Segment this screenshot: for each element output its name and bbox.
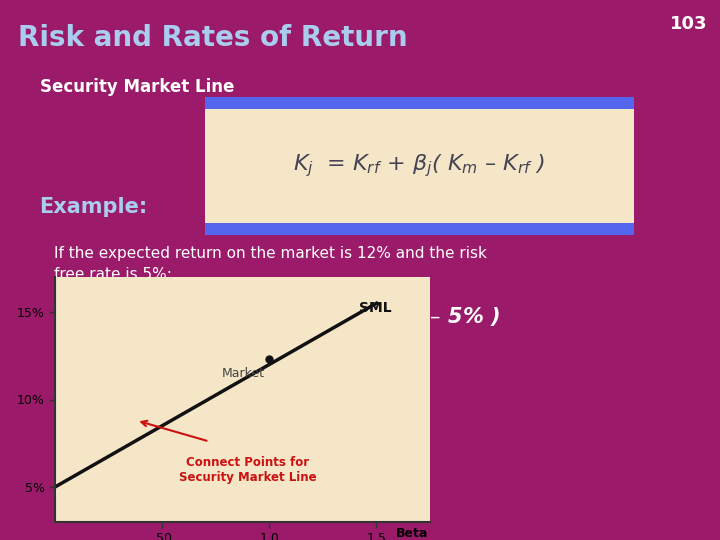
Text: $K_j$  = 5% + $\beta_j$(12% – 5% ): $K_j$ = 5% + $\beta_j$(12% – 5% ) [220,305,500,332]
Bar [205,97,634,235]
Text: Risk and Rates of Return: Risk and Rates of Return [18,24,408,52]
Text: Connect Points for
Security Market Line: Connect Points for Security Market Line [179,456,317,483]
Text: If the expected return on the market is 12% and the risk
free rate is 5%:: If the expected return on the market is … [54,246,487,282]
Text: Security Market Line: Security Market Line [40,78,234,96]
Text: SML: SML [359,301,392,315]
Text: Beta: Beta [395,527,428,540]
Bar [205,109,634,223]
Text: Market: Market [222,367,265,380]
Text: 103: 103 [670,15,707,33]
Text: Example:: Example: [40,197,148,217]
Text: $K_j$  = $K_{rf}$ + $\beta_j$( $K_m$ – $K_{rf}$ ): $K_j$ = $K_{rf}$ + $\beta_j$( $K_m$ – $K… [293,153,546,179]
